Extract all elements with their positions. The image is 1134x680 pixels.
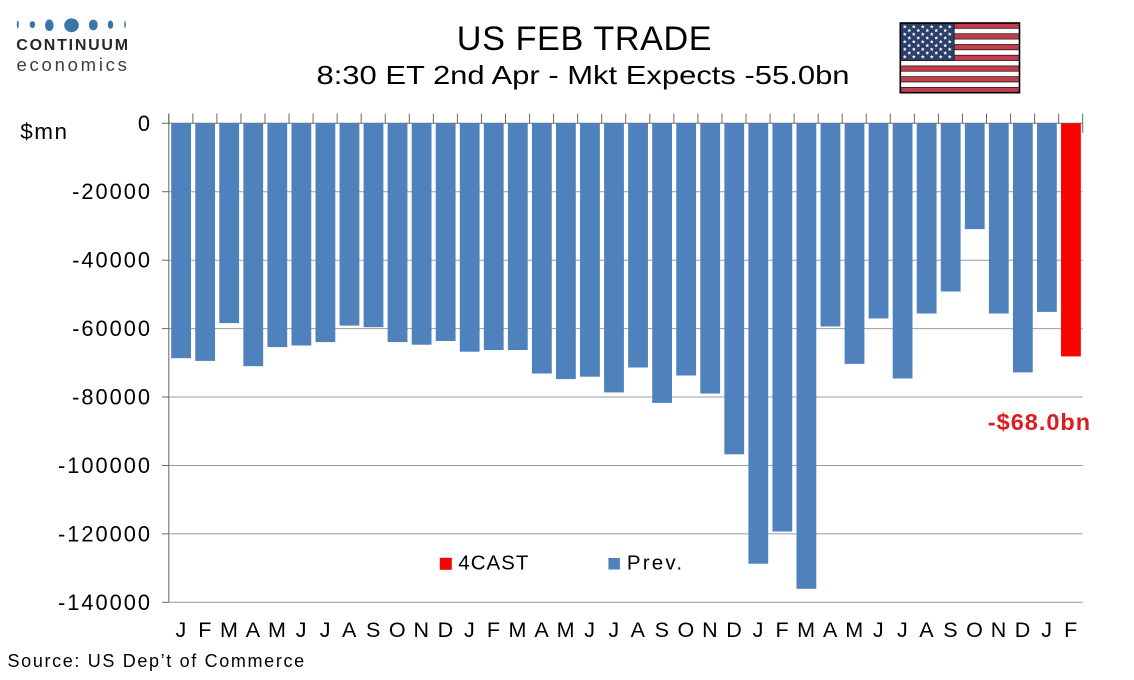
svg-text:S: S [655,618,669,642]
svg-text:M: M [220,618,238,642]
svg-text:J: J [584,618,595,642]
svg-text:J: J [464,618,475,642]
svg-text:J: J [296,618,307,642]
svg-text:D: D [438,618,454,642]
svg-text:-20000: -20000 [72,179,152,204]
svg-text:A: A [631,618,646,642]
svg-text:N: N [991,618,1007,642]
svg-text:O: O [678,618,695,642]
svg-text:F: F [1064,618,1077,642]
svg-text:F: F [487,618,500,642]
svg-text:M: M [845,618,863,642]
svg-text:A: A [342,618,357,642]
svg-text:A: A [246,618,261,642]
svg-text:A: A [919,618,934,642]
svg-text:-120000: -120000 [58,521,152,546]
svg-text:-60000: -60000 [72,316,152,341]
svg-text:O: O [966,618,983,642]
svg-text:J: J [897,618,908,642]
svg-text:D: D [726,618,742,642]
svg-text:A: A [823,618,838,642]
svg-text:-80000: -80000 [72,385,152,410]
svg-text:0: 0 [138,111,152,136]
svg-text:S: S [366,618,380,642]
svg-text:J: J [608,618,619,642]
svg-text:M: M [268,618,286,642]
svg-text:D: D [1015,618,1031,642]
svg-text:O: O [389,618,406,642]
svg-text:J: J [1041,618,1052,642]
svg-text:Prev.: Prev. [627,551,684,574]
svg-text:-100000: -100000 [58,453,152,478]
svg-text:J: J [175,618,186,642]
svg-text:N: N [414,618,430,642]
svg-text:J: J [753,618,764,642]
svg-text:M: M [797,618,815,642]
svg-text:F: F [775,618,788,642]
svg-text:F: F [198,618,211,642]
svg-text:-140000: -140000 [58,590,152,615]
svg-text:A: A [534,618,549,642]
svg-text:4CAST: 4CAST [458,551,529,574]
svg-text:J: J [873,618,884,642]
svg-text:M: M [557,618,575,642]
svg-text:N: N [702,618,718,642]
svg-text:J: J [320,618,331,642]
svg-text:S: S [943,618,957,642]
svg-text:-40000: -40000 [72,248,152,273]
svg-text:M: M [509,618,527,642]
